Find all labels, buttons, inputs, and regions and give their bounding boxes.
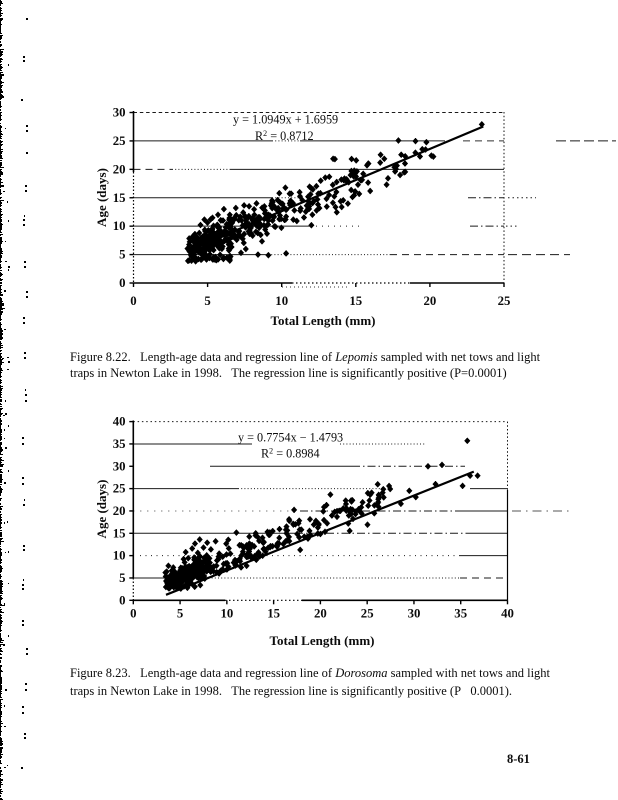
svg-text:0: 0	[119, 276, 125, 290]
svg-text:30: 30	[408, 607, 421, 621]
svg-text:35: 35	[454, 607, 467, 621]
svg-text:Age (days): Age (days)	[94, 480, 109, 539]
svg-text:25: 25	[498, 294, 511, 308]
svg-text:5: 5	[119, 248, 125, 262]
svg-text:10: 10	[275, 294, 288, 308]
svg-text:20: 20	[314, 607, 327, 621]
svg-text:15: 15	[113, 526, 126, 540]
svg-text:0: 0	[119, 593, 125, 607]
svg-text:Figure 8.23. Length-age data: Figure 8.23. Length-age data and regress…	[70, 666, 551, 680]
svg-text:30: 30	[113, 106, 126, 120]
svg-text:15: 15	[349, 294, 362, 308]
svg-text:10: 10	[113, 219, 126, 233]
svg-text:30: 30	[113, 459, 126, 473]
svg-text:15: 15	[267, 607, 280, 621]
svg-text:20: 20	[113, 504, 126, 518]
svg-text:5: 5	[119, 571, 125, 585]
svg-text:25: 25	[361, 607, 374, 621]
svg-text:10: 10	[113, 549, 126, 563]
svg-text:40: 40	[501, 607, 514, 621]
svg-text:40: 40	[113, 415, 126, 429]
svg-text:8-61: 8-61	[507, 752, 530, 766]
svg-text:traps in Newton Lake in 1998.: traps in Newton Lake in 1998. The regres…	[70, 684, 512, 698]
svg-text:Age (days): Age (days)	[94, 168, 109, 227]
svg-text:R2 = 0.8712: R2 = 0.8712	[255, 129, 314, 143]
svg-text:10: 10	[221, 607, 234, 621]
svg-text:25: 25	[113, 482, 126, 496]
svg-text:R2 = 0.8984: R2 = 0.8984	[261, 447, 320, 461]
svg-text:20: 20	[113, 162, 126, 176]
svg-text:y = 0.7754x − 1.4793: y = 0.7754x − 1.4793	[238, 431, 343, 445]
svg-text:0: 0	[130, 294, 136, 308]
svg-text:Total Length (mm): Total Length (mm)	[270, 633, 375, 648]
svg-text:traps in Newton Lake in 1998.: traps in Newton Lake in 1998. The regres…	[70, 366, 507, 380]
svg-text:Figure 8.22. Length-age data: Figure 8.22. Length-age data and regress…	[70, 350, 541, 364]
svg-text:15: 15	[113, 191, 126, 205]
svg-text:5: 5	[177, 607, 183, 621]
svg-text:0: 0	[130, 607, 136, 621]
svg-text:5: 5	[204, 294, 210, 308]
svg-text:35: 35	[113, 437, 126, 451]
svg-text:20: 20	[424, 294, 437, 308]
svg-text:y = 1.0949x + 1.6959: y = 1.0949x + 1.6959	[233, 113, 338, 127]
svg-text:25: 25	[113, 134, 126, 148]
svg-text:Total Length (mm): Total Length (mm)	[271, 313, 376, 328]
